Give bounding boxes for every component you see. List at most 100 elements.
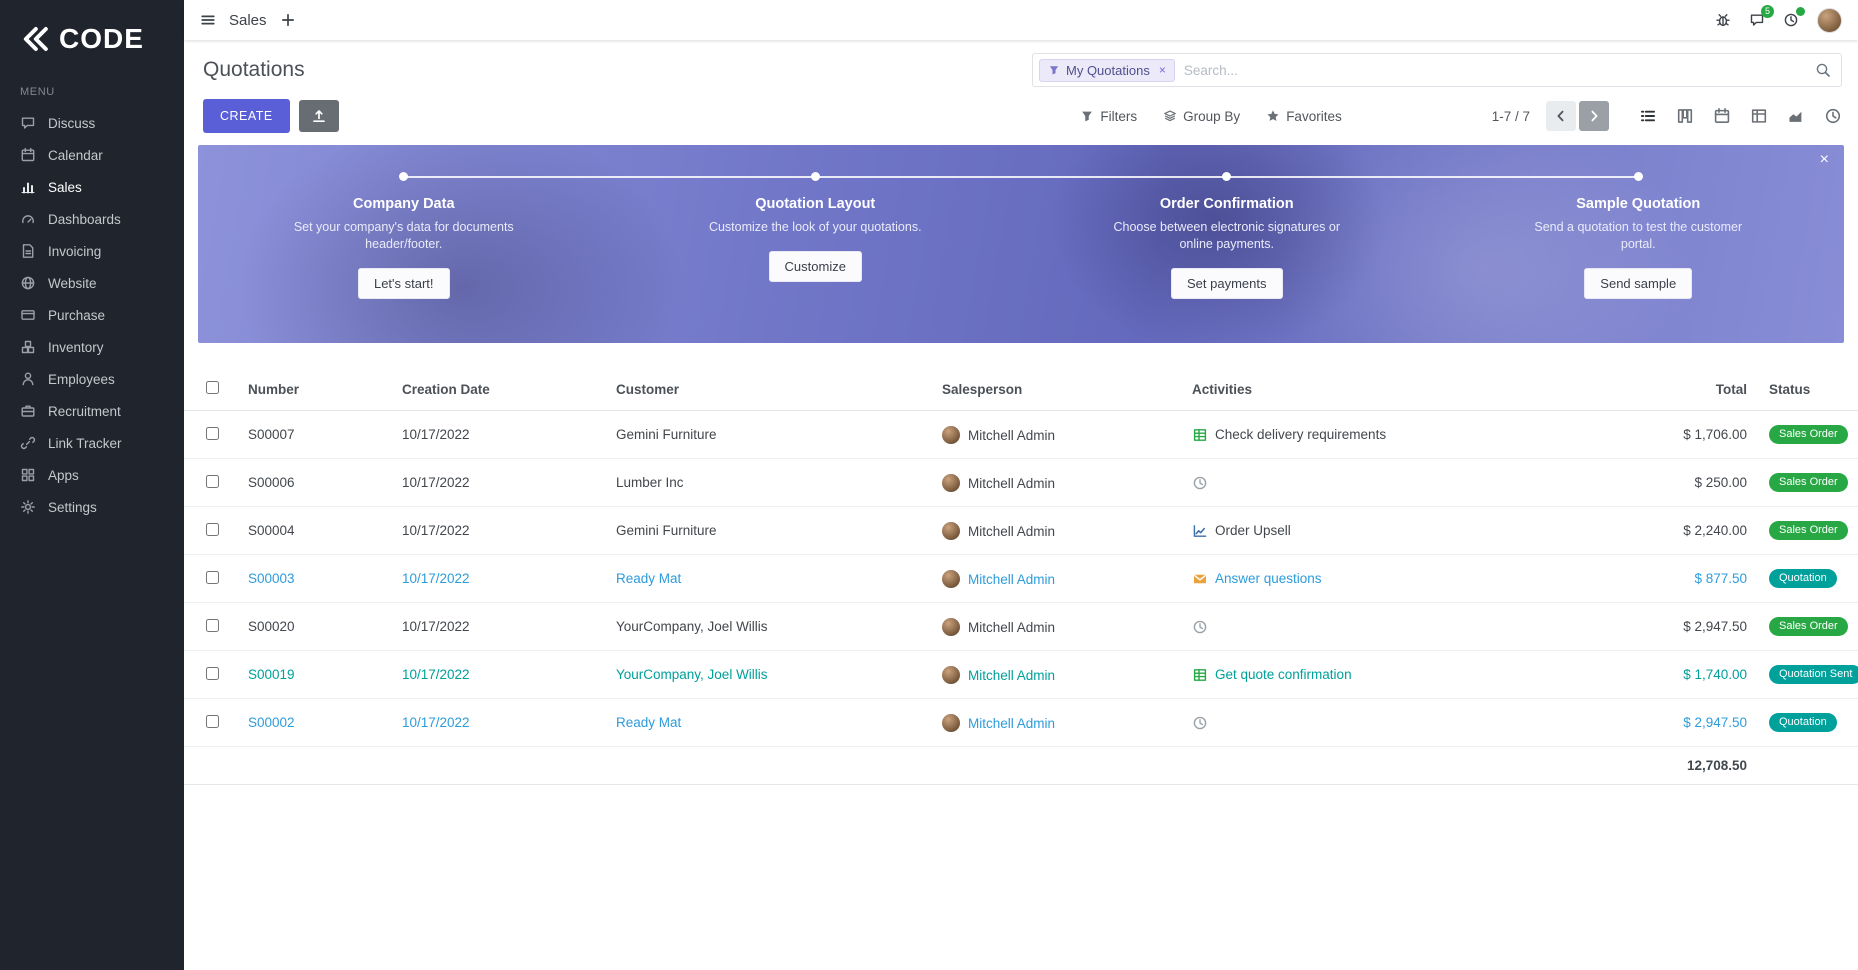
row-checkbox[interactable]	[206, 474, 219, 488]
search-input[interactable]	[1183, 62, 1806, 78]
sidebar-item-employees[interactable]: Employees	[0, 363, 184, 395]
header-total[interactable]: Total	[1624, 367, 1759, 411]
table-row[interactable]: S00007 10/17/2022 Gemini Furniture Mitch…	[184, 410, 1858, 459]
cell-activity[interactable]: Order Upsell	[1184, 506, 1624, 555]
cell-creation-date[interactable]: 10/17/2022	[394, 554, 608, 603]
cell-creation-date[interactable]: 10/17/2022	[394, 698, 608, 747]
cell-salesperson[interactable]: Mitchell Admin	[934, 506, 1184, 555]
cell-salesperson[interactable]: Mitchell Admin	[934, 410, 1184, 459]
activity-icon[interactable]	[1192, 475, 1208, 491]
sidebar-item-settings[interactable]: Settings	[0, 491, 184, 523]
create-button[interactable]: CREATE	[203, 99, 290, 133]
cell-activity[interactable]	[1184, 698, 1624, 747]
sidebar-item-dashboards[interactable]: Dashboards	[0, 203, 184, 235]
pager-previous-button[interactable]	[1546, 101, 1576, 131]
header-activities[interactable]: Activities	[1184, 367, 1624, 411]
header-number[interactable]: Number	[240, 367, 394, 411]
sidebar-item-calendar[interactable]: Calendar	[0, 139, 184, 171]
filters-button[interactable]: Filters	[1080, 109, 1137, 124]
cell-activity[interactable]: Answer questions	[1184, 554, 1624, 603]
cell-activity[interactable]	[1184, 602, 1624, 651]
debug-bug-icon[interactable]	[1715, 12, 1731, 28]
sidebar-item-discuss[interactable]: Discuss	[0, 107, 184, 139]
cell-salesperson[interactable]: Mitchell Admin	[934, 554, 1184, 603]
search-filter-chip[interactable]: My Quotations ×	[1039, 58, 1175, 82]
cell-customer[interactable]: YourCompany, Joel Willis	[608, 602, 934, 651]
select-all-checkbox[interactable]	[206, 381, 219, 394]
remove-filter-icon[interactable]: ×	[1158, 63, 1166, 77]
cell-number[interactable]: S00019	[240, 650, 394, 699]
cell-creation-date[interactable]: 10/17/2022	[394, 650, 608, 699]
activity-icon[interactable]	[1192, 667, 1208, 683]
cell-number[interactable]: S00007	[240, 410, 394, 459]
cell-activity[interactable]: Check delivery requirements	[1184, 410, 1624, 459]
hamburger-menu-icon[interactable]	[200, 12, 216, 28]
row-checkbox[interactable]	[206, 714, 219, 728]
header-status[interactable]: Status	[1759, 367, 1858, 411]
step-action-button[interactable]: Customize	[768, 250, 862, 282]
user-avatar[interactable]	[1817, 7, 1842, 33]
sidebar-item-inventory[interactable]: Inventory	[0, 331, 184, 363]
step-action-button[interactable]: Let's start!	[357, 267, 450, 299]
table-row[interactable]: S00003 10/17/2022 Ready Mat Mitchell Adm…	[184, 554, 1858, 603]
cell-customer[interactable]: Lumber Inc	[608, 458, 934, 507]
header-creation-date[interactable]: Creation Date	[394, 367, 608, 411]
table-row[interactable]: S00002 10/17/2022 Ready Mat Mitchell Adm…	[184, 698, 1858, 747]
table-row[interactable]: S00006 10/17/2022 Lumber Inc Mitchell Ad…	[184, 458, 1858, 507]
step-action-button[interactable]: Set payments	[1171, 267, 1283, 299]
cell-customer[interactable]: Ready Mat	[608, 554, 934, 603]
cell-activity[interactable]: Get quote confirmation	[1184, 650, 1624, 699]
cell-salesperson[interactable]: Mitchell Admin	[934, 458, 1184, 507]
row-checkbox[interactable]	[206, 666, 219, 680]
cell-creation-date[interactable]: 10/17/2022	[394, 458, 608, 507]
sidebar-item-invoicing[interactable]: Invoicing	[0, 235, 184, 267]
cell-creation-date[interactable]: 10/17/2022	[394, 410, 608, 459]
graph-view-icon[interactable]	[1787, 107, 1805, 125]
activity-icon[interactable]	[1192, 571, 1208, 587]
pivot-view-icon[interactable]	[1750, 107, 1768, 125]
step-action-button[interactable]: Send sample	[1584, 267, 1693, 299]
activity-icon[interactable]	[1192, 523, 1208, 539]
calendar-view-icon[interactable]	[1713, 107, 1731, 125]
banner-close-icon[interactable]: ×	[1819, 151, 1829, 168]
kanban-view-icon[interactable]	[1676, 107, 1694, 125]
activity-icon[interactable]	[1192, 715, 1208, 731]
new-tab-plus-icon[interactable]	[280, 12, 296, 28]
activity-view-icon[interactable]	[1824, 107, 1842, 125]
cell-salesperson[interactable]: Mitchell Admin	[934, 698, 1184, 747]
activity-icon[interactable]	[1192, 427, 1208, 443]
table-row[interactable]: S00004 10/17/2022 Gemini Furniture Mitch…	[184, 506, 1858, 555]
activities-icon[interactable]	[1783, 7, 1805, 28]
favorites-button[interactable]: Favorites	[1266, 109, 1342, 124]
row-checkbox[interactable]	[206, 426, 219, 440]
table-row[interactable]: S00020 10/17/2022 YourCompany, Joel Will…	[184, 602, 1858, 651]
messages-icon[interactable]: 5	[1749, 5, 1774, 28]
sidebar-item-recruitment[interactable]: Recruitment	[0, 395, 184, 427]
row-checkbox[interactable]	[206, 570, 219, 584]
sidebar-item-sales[interactable]: Sales	[0, 171, 184, 203]
cell-number[interactable]: S00006	[240, 458, 394, 507]
header-salesperson[interactable]: Salesperson	[934, 367, 1184, 411]
cell-number[interactable]: S00004	[240, 506, 394, 555]
cell-creation-date[interactable]: 10/17/2022	[394, 602, 608, 651]
cell-number[interactable]: S00002	[240, 698, 394, 747]
search-bar[interactable]: My Quotations ×	[1032, 53, 1842, 87]
sidebar-item-link-tracker[interactable]: Link Tracker	[0, 427, 184, 459]
cell-customer[interactable]: Gemini Furniture	[608, 410, 934, 459]
sidebar-item-website[interactable]: Website	[0, 267, 184, 299]
table-row[interactable]: S00019 10/17/2022 YourCompany, Joel Will…	[184, 650, 1858, 699]
activity-icon[interactable]	[1192, 619, 1208, 635]
pager-next-button[interactable]	[1579, 101, 1609, 131]
row-checkbox[interactable]	[206, 522, 219, 536]
row-checkbox[interactable]	[206, 618, 219, 632]
list-view-icon[interactable]	[1639, 107, 1657, 125]
cell-salesperson[interactable]: Mitchell Admin	[934, 602, 1184, 651]
current-app-name[interactable]: Sales	[229, 11, 267, 29]
group-by-button[interactable]: Group By	[1163, 109, 1240, 124]
search-icon[interactable]	[1815, 62, 1831, 78]
brand-logo[interactable]: CODE	[0, 0, 184, 78]
cell-creation-date[interactable]: 10/17/2022	[394, 506, 608, 555]
sidebar-item-purchase[interactable]: Purchase	[0, 299, 184, 331]
cell-salesperson[interactable]: Mitchell Admin	[934, 650, 1184, 699]
export-button[interactable]	[298, 100, 339, 132]
